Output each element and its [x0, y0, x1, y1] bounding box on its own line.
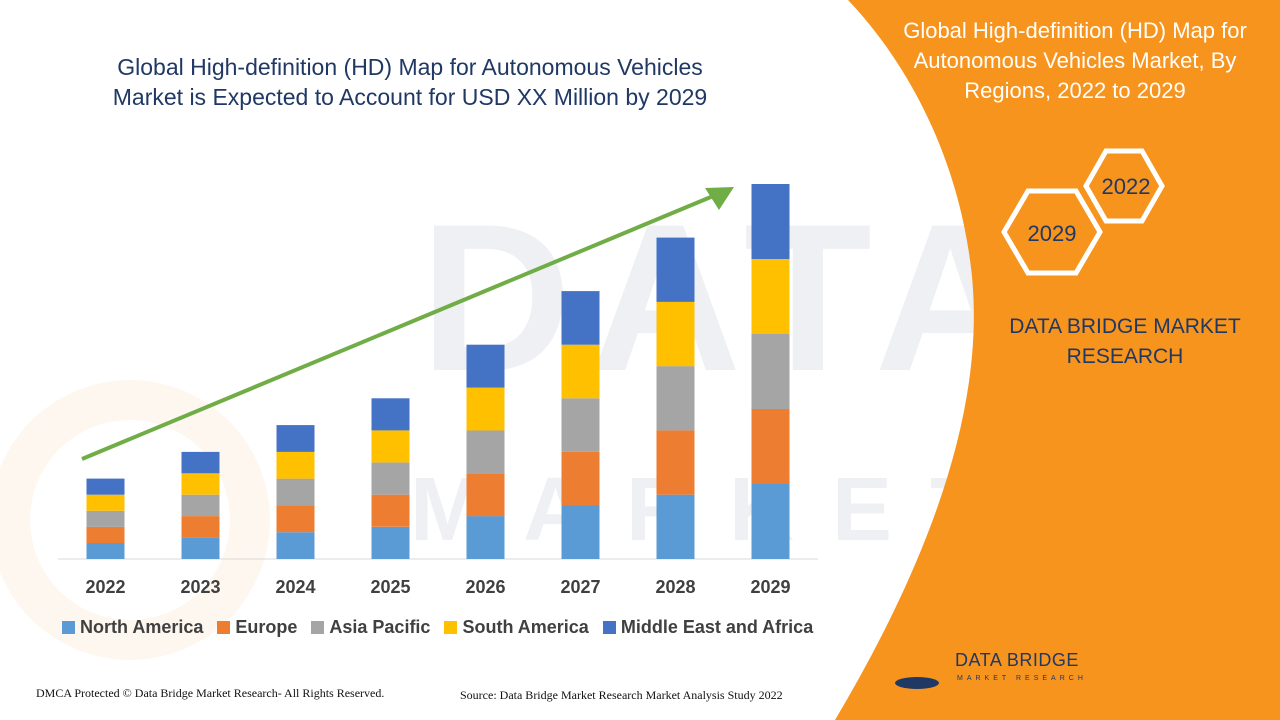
- side-panel: [835, 0, 1280, 720]
- bar-2024-europe: [276, 505, 315, 533]
- brand-text: DATA BRIDGE MARKET RESEARCH: [985, 312, 1265, 372]
- legend: North America Europe Asia Pacific South Ame…: [62, 617, 813, 638]
- legend-item: Europe: [217, 617, 297, 638]
- x-tick-label: 2022: [85, 577, 125, 597]
- legend-item: Middle East and Africa: [602, 617, 814, 638]
- legend-label: North America: [80, 617, 204, 637]
- bar-2025-asia-pacific: [371, 462, 410, 495]
- x-tick-label: 2024: [275, 577, 315, 597]
- bar-2022-north-america: [86, 542, 125, 559]
- legend-swatch: [311, 621, 325, 634]
- bar-2027-south-america: [561, 344, 600, 399]
- legend-item: South America: [444, 617, 589, 638]
- chart-title-line-2: Market is Expected to Account for USD XX…: [112, 84, 708, 110]
- bar-2022-europe: [86, 526, 125, 543]
- legend-swatch: [62, 621, 75, 634]
- svg-text:MARKET: MARKET: [410, 460, 1023, 560]
- x-tick-labels: 2022 2023 2024 2025 2026 2027 2028 2029: [85, 577, 790, 597]
- bar-2029-middle-east-and-africa: [751, 184, 790, 259]
- panel-title: Global High-definition (HD) Map for Auto…: [903, 18, 1247, 103]
- source-text: Source: Data Bridge Market Research Mark…: [460, 688, 783, 702]
- bar-2026-asia-pacific: [466, 430, 505, 474]
- bar-2025-middle-east-and-africa: [371, 398, 410, 431]
- legend-label: Europe: [235, 617, 298, 637]
- brand-text-line-2: RESEARCH: [1066, 345, 1184, 368]
- bar-2027-north-america: [561, 505, 600, 559]
- bar-2025-south-america: [371, 430, 410, 463]
- chart-title-line-1: Global High-definition (HD) Map for Auto…: [117, 54, 703, 80]
- bar-2026-middle-east-and-africa: [466, 344, 505, 388]
- logo-subtitle: MARKET RESEARCH: [957, 675, 1087, 682]
- bar-2029-asia-pacific: [751, 334, 790, 409]
- x-tick-label: 2025: [370, 577, 410, 597]
- hex-year-start: 2022: [1102, 174, 1151, 199]
- bar-2028-asia-pacific: [656, 366, 695, 431]
- bar-2027-asia-pacific: [561, 398, 600, 452]
- x-tick-label: 2027: [560, 577, 600, 597]
- bar-2028-north-america: [656, 494, 695, 559]
- copyright-text: DMCA Protected © Data Bridge Market Rese…: [36, 686, 385, 700]
- legend-label: South America: [462, 617, 589, 637]
- legend-label: Asia Pacific: [329, 617, 431, 637]
- bar-2027-europe: [561, 451, 600, 506]
- bar-2026-europe: [466, 473, 505, 517]
- bar-2023-europe: [181, 516, 220, 538]
- svg-text:DATA: DATA: [420, 180, 1044, 415]
- legend-label: Middle East and Africa: [620, 617, 814, 637]
- legend-item: Asia Pacific: [311, 617, 430, 638]
- legend-item: North America: [62, 617, 203, 638]
- logo-name: DATA BRIDGE: [955, 650, 1079, 670]
- trend-arrow-icon: [81, 187, 734, 461]
- hex-year-end: 2029: [1028, 221, 1077, 246]
- bar-2022-asia-pacific: [86, 510, 125, 527]
- brand-text-line-1: DATA BRIDGE MARKET: [1009, 315, 1241, 338]
- bar-2025-europe: [371, 494, 410, 527]
- bar-group: [86, 184, 790, 559]
- chart-title: Global High-definition (HD) Map for Auto…: [60, 52, 760, 112]
- bar-2023-north-america: [181, 537, 220, 559]
- x-tick-label: 2028: [655, 577, 695, 597]
- bar-2028-south-america: [656, 301, 695, 367]
- bar-2023-middle-east-and-africa: [181, 451, 220, 474]
- bar-2022-south-america: [86, 494, 125, 511]
- x-tick-label: 2029: [750, 577, 790, 597]
- bar-2026-north-america: [466, 516, 505, 559]
- bar-2024-middle-east-and-africa: [276, 425, 315, 452]
- bar-2024-north-america: [276, 532, 315, 559]
- bar-2028-middle-east-and-africa: [656, 237, 695, 302]
- hexagon-2022-icon: [1083, 148, 1165, 224]
- legend-swatch: [602, 621, 616, 634]
- x-tick-label: 2023: [180, 577, 220, 597]
- legend-swatch: [444, 621, 458, 634]
- bar-2023-south-america: [181, 473, 220, 495]
- bar-2026-south-america: [466, 387, 505, 431]
- bar-2024-asia-pacific: [276, 478, 315, 506]
- bar-2029-europe: [751, 409, 790, 484]
- bar-2025-north-america: [371, 526, 410, 559]
- bar-2027-middle-east-and-africa: [561, 291, 600, 345]
- bar-2029-south-america: [751, 259, 790, 334]
- bar-2024-south-america: [276, 451, 315, 479]
- x-tick-label: 2026: [465, 577, 505, 597]
- bar-2023-asia-pacific: [181, 494, 220, 517]
- watermark: DATA MARKET: [0, 180, 1044, 660]
- legend-swatch: [217, 621, 231, 634]
- bar-2029-north-america: [751, 484, 790, 559]
- logo-mark-icon: [895, 640, 942, 689]
- bar-2022-middle-east-and-africa: [86, 478, 125, 495]
- hexagon-2029-icon: [1001, 188, 1103, 276]
- bar-2028-europe: [656, 430, 695, 495]
